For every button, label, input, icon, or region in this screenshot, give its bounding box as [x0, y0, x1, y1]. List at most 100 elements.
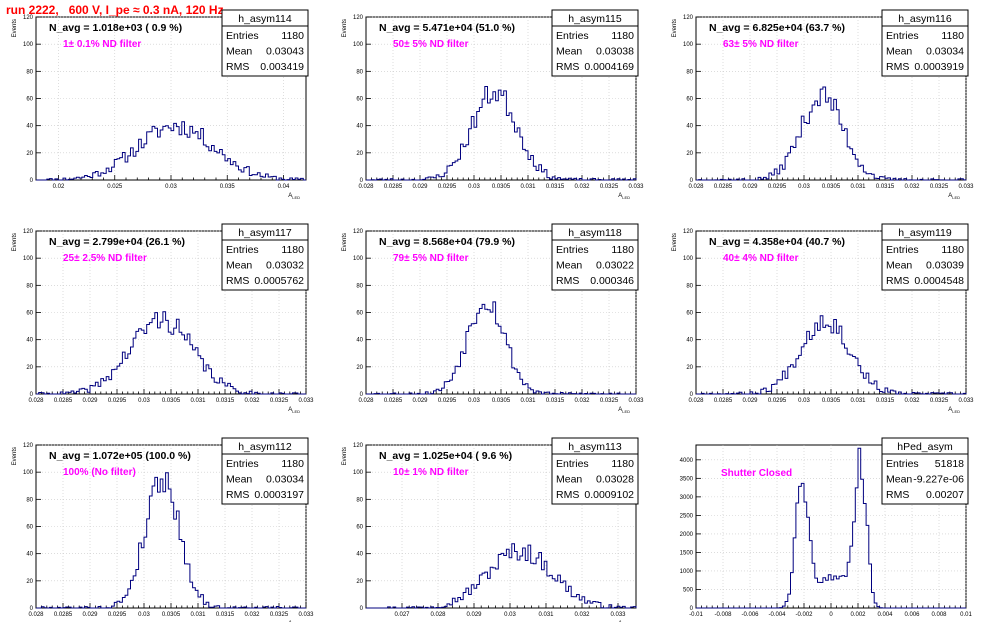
histogram-line: [696, 315, 967, 395]
stats-mean-label: Mean: [226, 474, 252, 486]
x-tick-label: -0.008: [714, 612, 732, 618]
y-tick-label: 2500: [680, 513, 694, 519]
x-tick-label: 0.006: [904, 612, 920, 618]
stats-rms-label: RMS: [226, 275, 249, 287]
stats-rms-value: 0.0009102: [584, 489, 634, 501]
x-tick-label: 0.0325: [600, 398, 619, 404]
x-tick-label: 0.035: [220, 184, 236, 190]
x-tick-label: 0.029: [412, 398, 428, 404]
stats-mean-label: Mean: [556, 474, 582, 486]
histogram-panel-hPed_asym: -0.01 -0.008 -0.006 -0.004 -0.002 0 0.002 0.004…: [680, 437, 972, 618]
y-tick-label: 120: [23, 443, 34, 449]
y-tick-label: 120: [683, 229, 694, 235]
x-tick-label: 0.0315: [876, 398, 895, 404]
filter-annotation: 1± 0.1% ND filter: [63, 39, 141, 50]
stats-mean-value: 0.03039: [926, 260, 964, 272]
y-tick-label: 0: [690, 392, 694, 398]
x-tick-label: 0.0305: [492, 184, 511, 190]
n-avg-label: N_avg = 4.358e+04 (40.7 %): [709, 236, 845, 248]
y-tick-label: 120: [23, 15, 34, 21]
n-avg-label: N_avg = 1.025e+04 ( 9.6 %): [379, 450, 512, 462]
x-tick-label: 0.028: [430, 612, 446, 618]
stats-box: [551, 223, 639, 291]
stats-mean-label: Mean: [556, 46, 582, 58]
y-axis-label: Events: [342, 447, 348, 465]
x-tick-label: 0.0305: [822, 184, 841, 190]
x-axis-label: ALED: [288, 193, 300, 200]
x-tick-label: 0.033: [958, 184, 974, 190]
x-tick-label: 0.0305: [162, 398, 181, 404]
filter-annotation: 63± 5% ND filter: [723, 39, 799, 50]
y-tick-label: 20: [356, 365, 363, 371]
stats-title: h_asym112: [238, 441, 292, 453]
filter-annotation: Shutter Closed: [721, 468, 792, 479]
page-title: run 2222, 600 V, I_pe ≈ 0.3 nA, 120 Hz: [6, 3, 224, 17]
stats-mean-label: Mean: [226, 46, 252, 58]
stats-entries-value: 1180: [281, 244, 304, 256]
y-tick-label: 100: [23, 256, 34, 262]
y-axis-label: Events: [12, 19, 18, 37]
y-tick-label: 80: [686, 283, 693, 289]
x-tick-label: 0.0285: [384, 184, 403, 190]
stats-mean-label: Mean: [886, 46, 912, 58]
y-tick-label: 80: [26, 497, 33, 503]
x-tick-label: 0.008: [931, 612, 947, 618]
x-tick-label: 0.0285: [54, 612, 73, 618]
y-tick-label: 100: [353, 470, 364, 476]
x-tick-label: 0.032: [574, 184, 590, 190]
stats-entries-value: 1180: [281, 30, 304, 42]
histogram-line: [366, 86, 637, 181]
histogram-panel-h_asym114: 0.02 0.025 0.03 0.035 0.04 0 20 40 60 80 100 120 ALE…: [12, 9, 309, 200]
y-tick-label: 40: [356, 552, 363, 558]
x-tick-label: 0.002: [850, 612, 866, 618]
x-tick-label: 0.032: [904, 398, 920, 404]
stats-entries-value: 1180: [611, 30, 634, 42]
x-tick-label: 0.03: [468, 184, 480, 190]
stats-mean-label: Mean: [226, 260, 252, 272]
stats-rms-value: 0.003419: [260, 61, 304, 73]
n-avg-label: N_avg = 1.018e+03 ( 0.9 %): [49, 22, 182, 34]
stats-title: h_asym117: [238, 227, 292, 239]
stats-mean-label: Mean: [886, 260, 912, 272]
histogram-line: [366, 543, 637, 609]
x-tick-label: 0: [829, 612, 833, 618]
x-tick-label: 0.029: [742, 184, 758, 190]
histogram-panel-h_asym113: 0.027 0.028 0.029 0.03 0.031 0.032 0.033 0 20 40 6…: [342, 437, 639, 622]
x-tick-label: 0.031: [520, 184, 536, 190]
stats-title: h_asym113: [568, 441, 622, 453]
x-tick-label: 0.03: [165, 184, 177, 190]
stats-entries-value: 1180: [611, 244, 634, 256]
stats-box: [881, 223, 969, 291]
x-tick-label: 0.029: [466, 612, 482, 618]
stats-box: [221, 223, 309, 291]
y-axis-label: Events: [672, 19, 678, 37]
histogram-panel-h_asym118: 0.028 0.0285 0.029 0.0295 0.03 0.0305 0.031 0.0…: [342, 223, 644, 414]
y-tick-label: 60: [356, 525, 363, 531]
stats-rms-value: 0.000346: [590, 275, 634, 287]
histogram-panel-h_asym119: 0.028 0.0285 0.029 0.0295 0.03 0.0305 0.031 0.0…: [672, 223, 974, 414]
histogram-line: [366, 301, 636, 395]
x-tick-label: 0.031: [190, 398, 206, 404]
stats-entries-label: Entries: [226, 30, 259, 42]
x-tick-label: 0.0325: [600, 184, 619, 190]
y-tick-label: 40: [686, 338, 693, 344]
y-axis-label: Events: [342, 233, 348, 251]
x-tick-label: 0.033: [958, 398, 974, 404]
y-tick-label: 40: [356, 124, 363, 130]
x-tick-label: 0.01: [960, 612, 972, 618]
stats-entries-label: Entries: [226, 458, 259, 470]
x-tick-label: 0.027: [394, 612, 410, 618]
y-tick-label: 0: [360, 606, 364, 612]
x-tick-label: -0.01: [689, 612, 703, 618]
y-tick-label: 100: [23, 470, 34, 476]
x-tick-label: 0.0285: [714, 184, 733, 190]
histogram-panel-h_asym116: 0.028 0.0285 0.029 0.0295 0.03 0.0305 0.031 0.0…: [672, 9, 974, 200]
x-tick-label: 0.03: [504, 612, 516, 618]
filter-annotation: 79± 5% ND filter: [393, 253, 469, 264]
y-tick-label: 60: [26, 311, 33, 317]
stats-entries-label: Entries: [226, 244, 259, 256]
y-tick-label: 4000: [680, 458, 694, 464]
x-tick-label: 0.04: [278, 184, 290, 190]
x-tick-label: 0.0325: [270, 398, 289, 404]
